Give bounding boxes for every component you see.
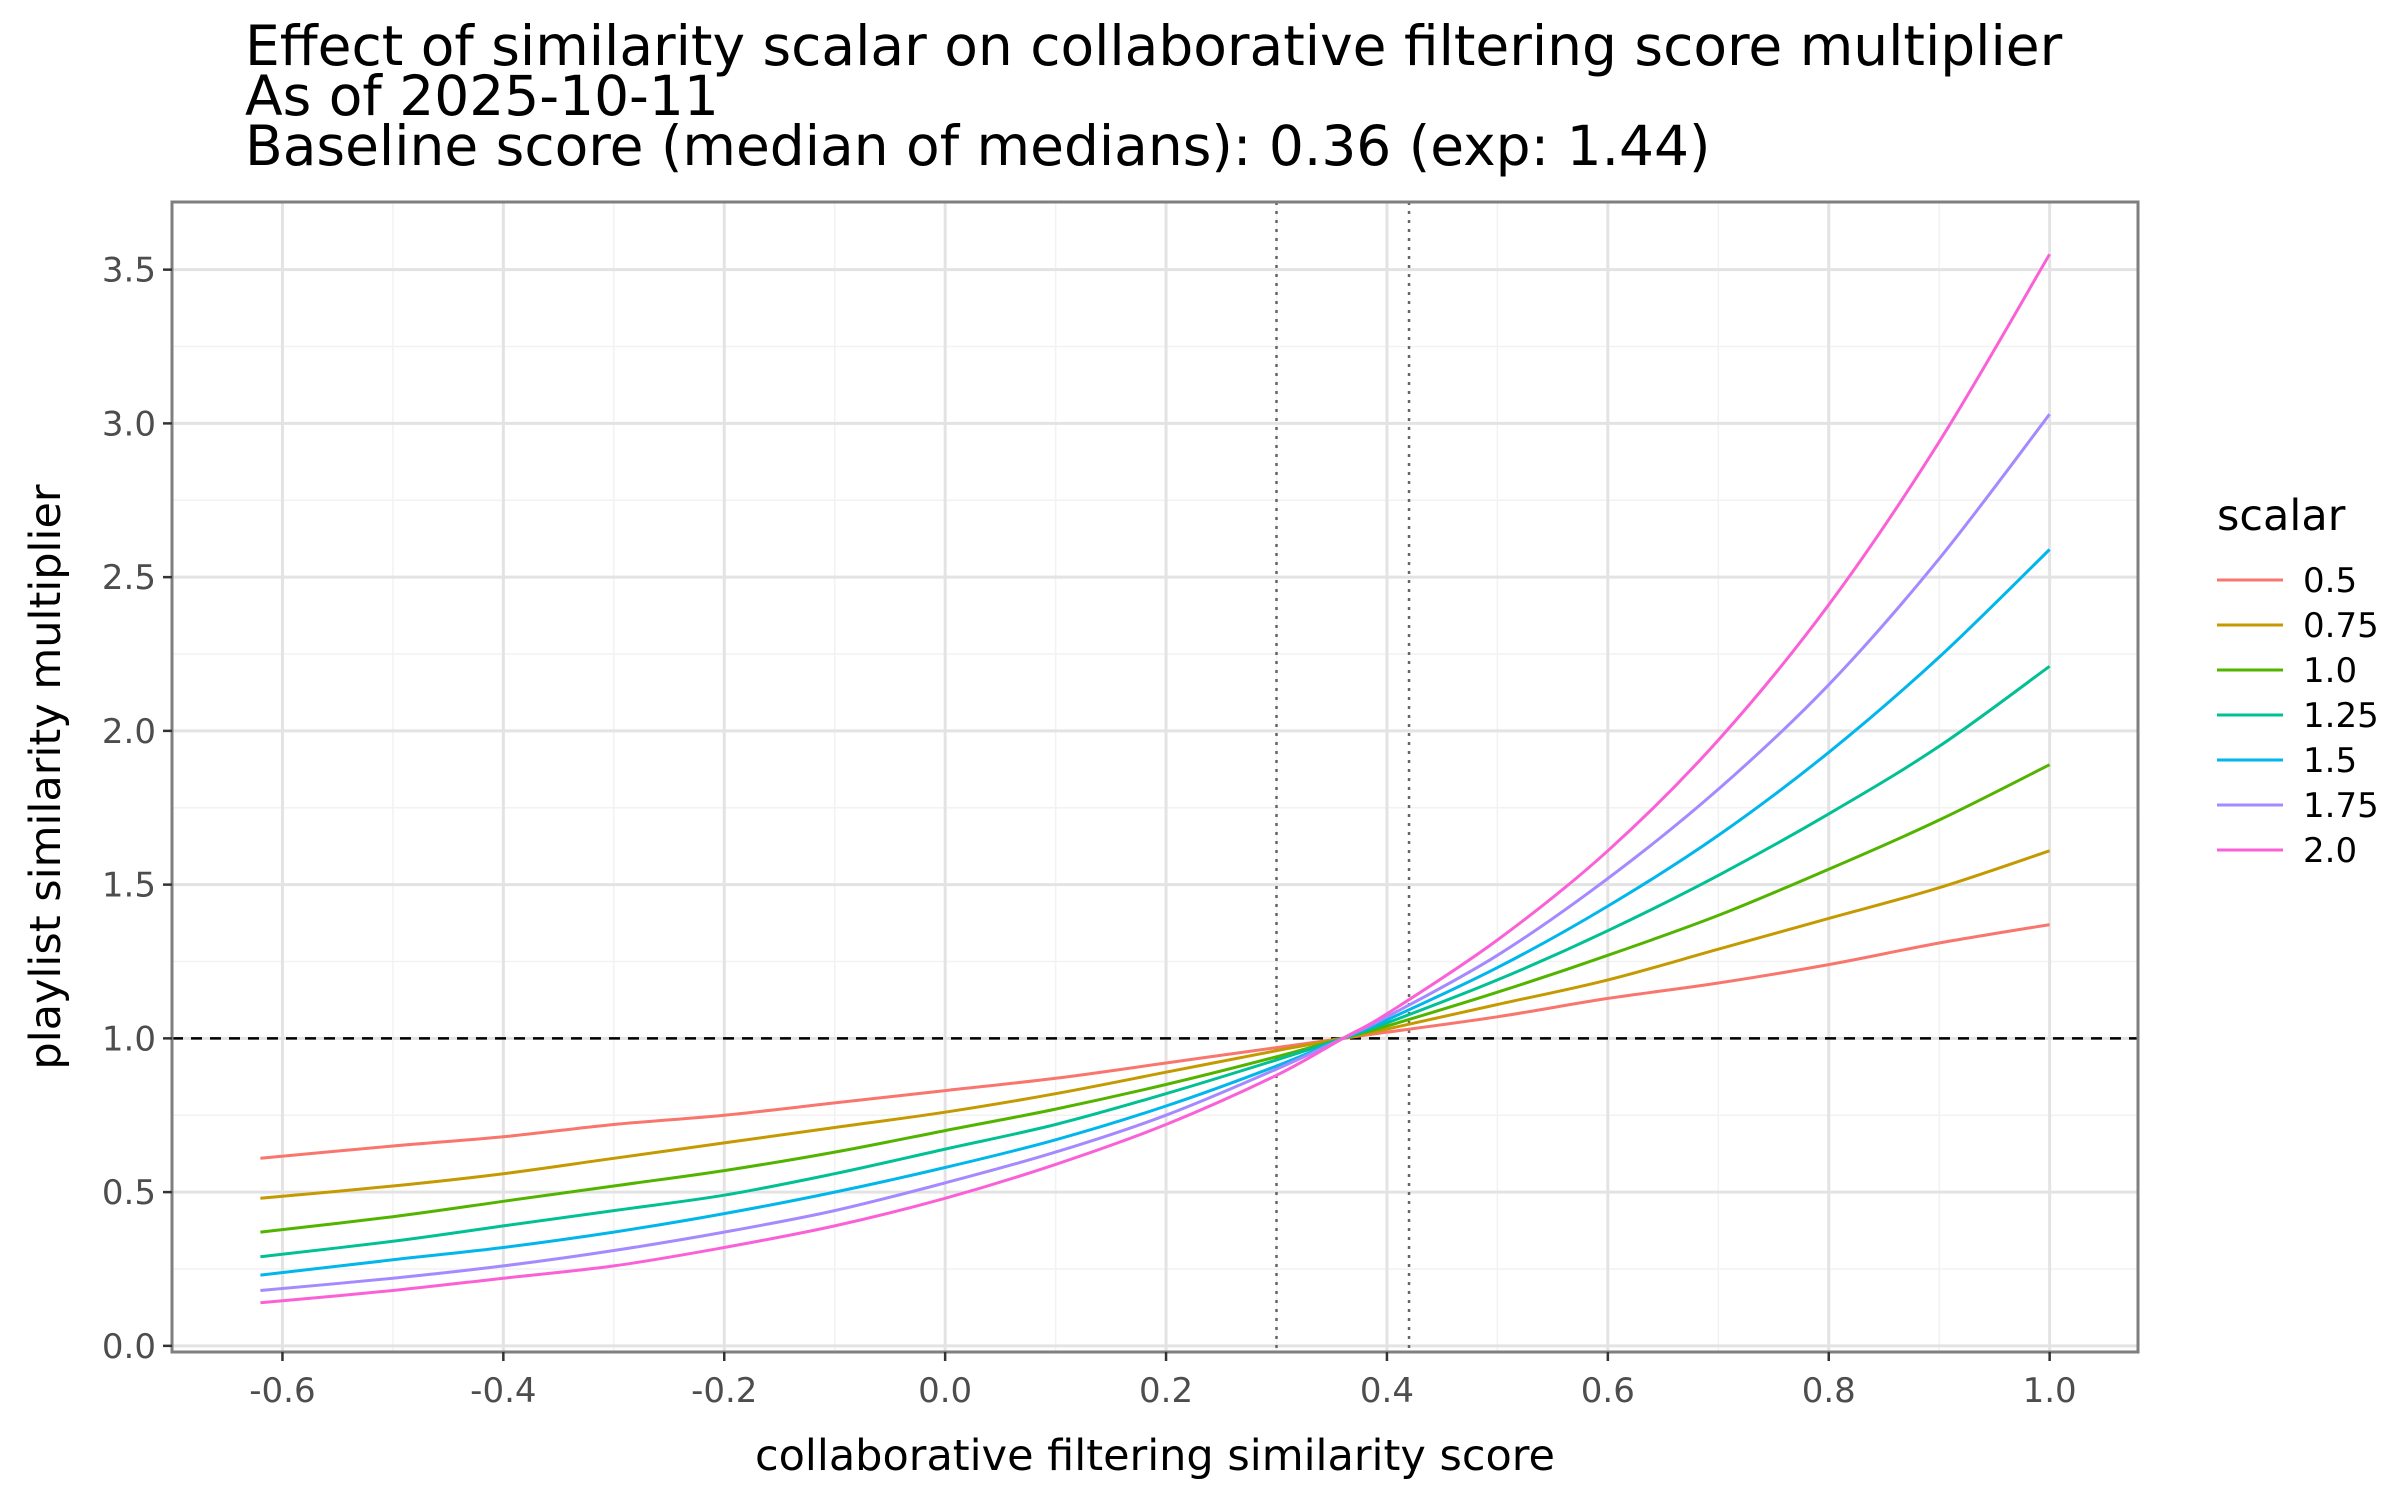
minor-gridlines (172, 202, 2138, 1352)
legend-label-1.25: 1.25 (2303, 696, 2379, 736)
y-tick-label: 2.0 (102, 712, 156, 752)
y-axis-title: playlist similarity multiplier (21, 484, 71, 1069)
legend-label-0.5: 0.5 (2303, 561, 2357, 601)
series-line-1.5 (260, 548, 2051, 1277)
reference-lines (172, 202, 2138, 1352)
legend-label-0.75: 0.75 (2303, 606, 2379, 646)
major-gridlines (172, 202, 2138, 1352)
plot-border (170, 200, 2140, 1354)
y-tick-label: 1.5 (102, 866, 156, 906)
x-tick-label: -0.2 (691, 1371, 757, 1411)
series-line-0.5 (260, 923, 2050, 1160)
series-line-1.75 (260, 413, 2051, 1292)
legend-title: scalar (2217, 491, 2346, 541)
title-line-3: Baseline score (median of medians): 0.36… (245, 114, 1711, 178)
x-tick-label: 1.0 (2023, 1371, 2077, 1411)
y-tick-label: 1.0 (102, 1019, 156, 1059)
y-tick-label: 2.5 (102, 558, 156, 598)
x-tick-label: 0.8 (1802, 1371, 1856, 1411)
plot-background (172, 202, 2138, 1352)
series-line-2.0 (260, 253, 2051, 1305)
title-line-1: Effect of similarity scalar on collabora… (245, 14, 2063, 78)
x-tick-label: -0.6 (249, 1371, 315, 1411)
x-tick-label: 0.2 (1139, 1371, 1193, 1411)
y-tick-label: 0.0 (102, 1327, 156, 1367)
x-tick-label: 0.4 (1360, 1371, 1414, 1411)
x-tick-label: 0.6 (1581, 1371, 1635, 1411)
legend-label-1.5: 1.5 (2303, 741, 2357, 781)
legend-label-2.0: 2.0 (2303, 831, 2357, 871)
x-axis: -0.6 -0.4 -0.2 0.0 0.2 0.4 0.6 0.8 1.0 (249, 1352, 2077, 1411)
x-tick-label: -0.4 (470, 1371, 536, 1411)
legend-label-1.0: 1.0 (2303, 651, 2357, 691)
x-axis-title: collaborative filtering similarity score (755, 1431, 1555, 1481)
title-line-2: As of 2025-10-11 (245, 64, 719, 128)
legend: scalar 0.5 0.75 1.0 1.25 1.5 1.75 2.0 (2217, 491, 2379, 871)
y-axis: 0.0 0.5 1.0 1.5 2.0 2.5 3.0 3.5 (102, 251, 172, 1367)
y-tick-label: 3.5 (102, 251, 156, 291)
data-series (260, 253, 2051, 1305)
legend-items: 0.5 0.75 1.0 1.25 1.5 1.75 2.0 (2217, 561, 2379, 871)
chart-title: Effect of similarity scalar on collabora… (245, 14, 2063, 178)
legend-label-1.75: 1.75 (2303, 786, 2379, 826)
series-line-1.0 (260, 763, 2051, 1234)
x-tick-label: 0.0 (918, 1371, 972, 1411)
series-line-1.25 (260, 665, 2051, 1259)
y-tick-label: 0.5 (102, 1173, 156, 1213)
y-tick-label: 3.0 (102, 404, 156, 444)
series-line-0.75 (260, 849, 2051, 1200)
